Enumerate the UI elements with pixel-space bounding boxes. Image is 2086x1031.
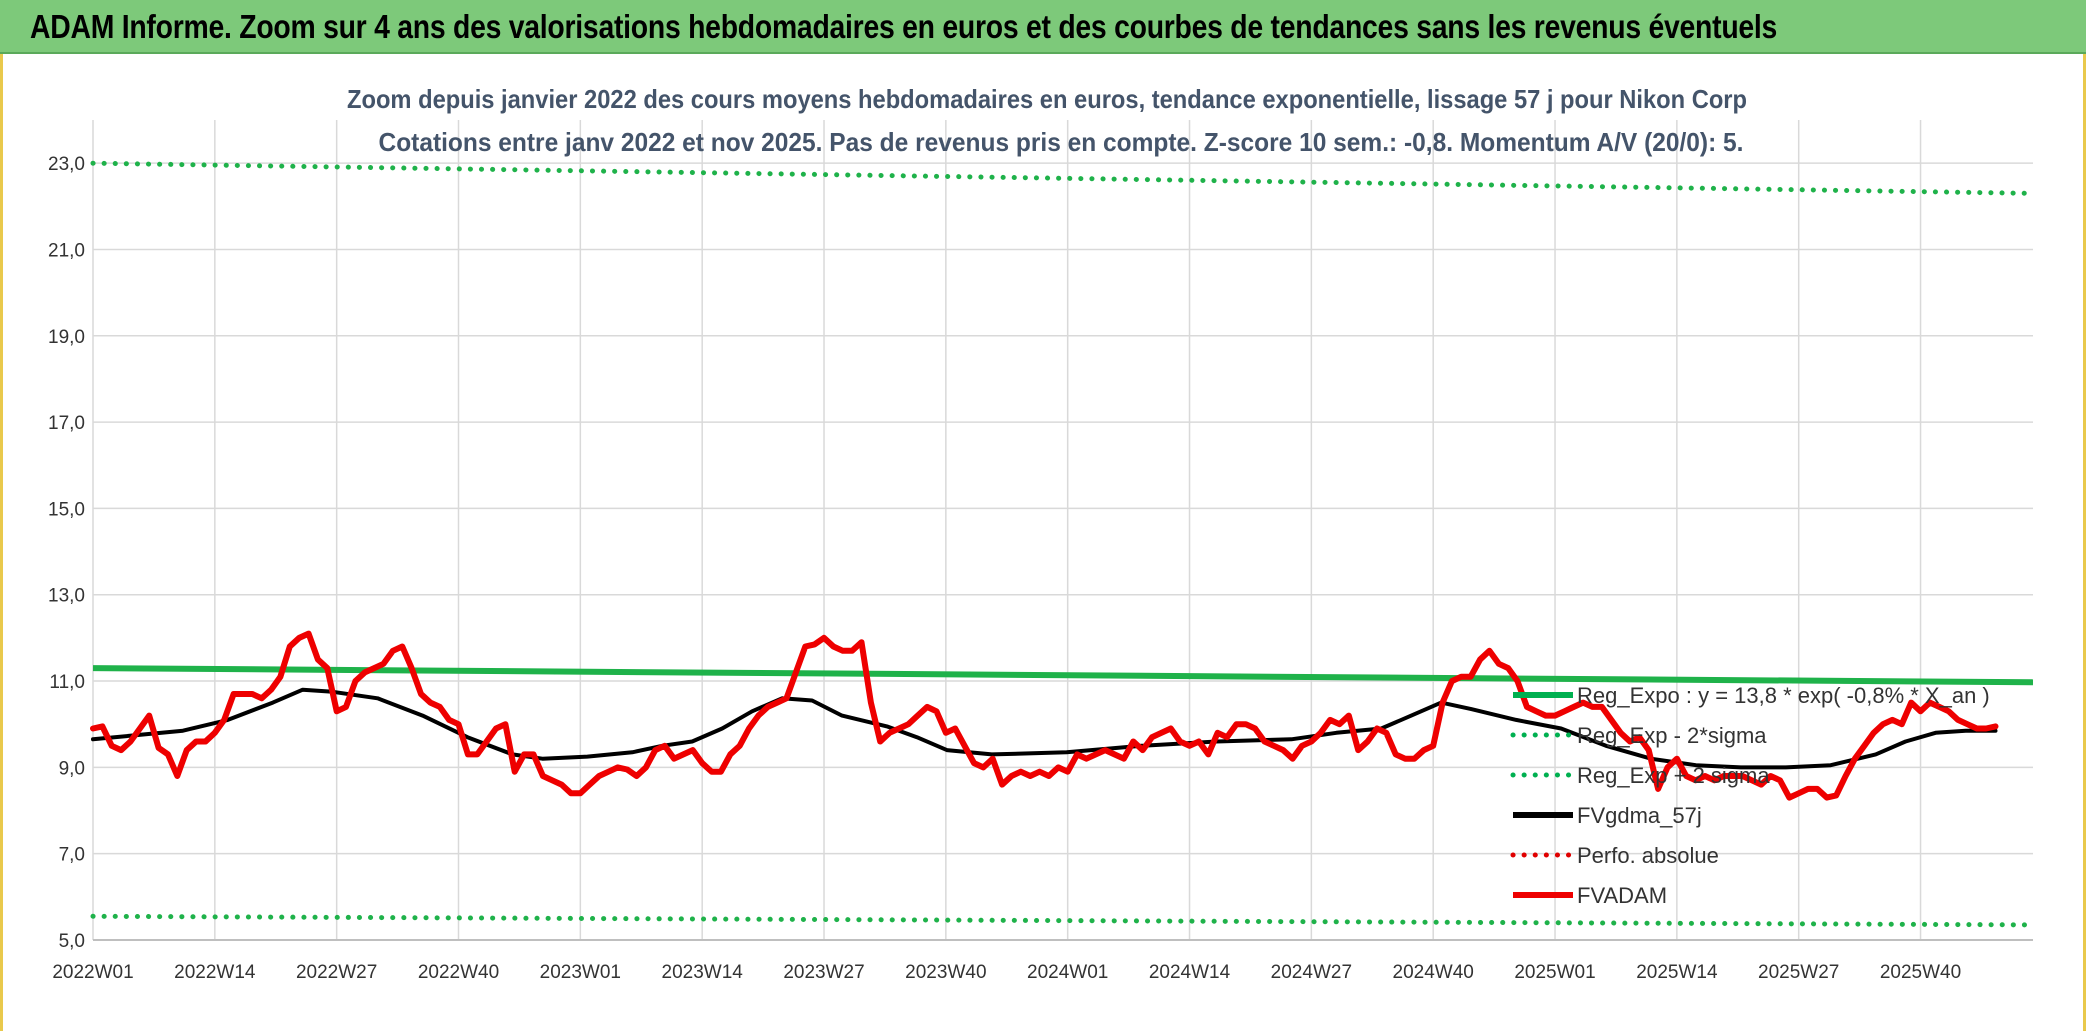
axis-labels: 5,0 7,0 9,0 11,0 13,0 15,0 17,0 19,0 21,0 23,0 202… <box>48 154 1961 983</box>
y-tick-label: 9,0 <box>59 758 85 779</box>
x-tick-label: 2025W40 <box>1880 962 1961 983</box>
series-line-fvadam <box>90 630 1999 801</box>
legend-label: FVgdma_57j <box>1577 803 1702 828</box>
x-tick-label: 2023W40 <box>905 962 986 983</box>
x-tick-label: 2022W27 <box>296 962 377 983</box>
chart-frame: Zoom depuis janvier 2022 des cours moyen… <box>0 54 2086 1031</box>
x-tick-label: 2025W27 <box>1758 962 1839 983</box>
grid <box>92 120 2033 941</box>
legend-label: Reg_Expo : y = 13,8 * exp( -0,8% * X_an … <box>1577 683 1990 708</box>
chart-title-line1: Zoom depuis janvier 2022 des cours moyen… <box>347 84 1747 114</box>
series-line-reg_plus_2sigma <box>90 160 2036 196</box>
chart-title-line2: Cotations entre janv 2022 et nov 2025. P… <box>379 127 1744 157</box>
y-tick-label: 7,0 <box>59 845 85 866</box>
y-tick-label: 19,0 <box>48 327 85 348</box>
x-tick-label: 2023W14 <box>662 962 744 983</box>
x-tick-label: 2022W01 <box>52 962 133 983</box>
y-tick-label: 13,0 <box>48 586 85 607</box>
x-tick-label: 2023W27 <box>783 962 864 983</box>
x-tick-label: 2024W01 <box>1027 962 1108 983</box>
x-tick-label: 2025W01 <box>1514 962 1595 983</box>
y-tick-label: 23,0 <box>48 154 85 175</box>
legend-label: FVADAM <box>1577 883 1667 908</box>
x-tick-label: 2022W14 <box>174 962 256 983</box>
y-tick-label: 11,0 <box>49 672 85 693</box>
x-tick-label: 2024W27 <box>1271 962 1352 983</box>
legend-label: Reg_Exp - 2*sigma <box>1577 723 1767 748</box>
report-banner: ADAM Informe. Zoom sur 4 ans des valoris… <box>0 0 2086 54</box>
x-tick-label: 2025W14 <box>1636 962 1718 983</box>
series-line-reg_minus_2sigma <box>90 913 2036 928</box>
legend: Reg_Expo : y = 13,8 * exp( -0,8% * X_an … <box>1510 683 1990 908</box>
x-tick-label: 2023W01 <box>540 962 621 983</box>
legend-label: Reg_Exp + 2 sigma <box>1577 763 1770 788</box>
x-tick-label: 2022W40 <box>418 962 499 983</box>
chart: Zoom depuis janvier 2022 des cours moyen… <box>48 84 2036 983</box>
y-tick-label: 5,0 <box>59 931 85 952</box>
series-line-reg_expo <box>92 665 2034 686</box>
series-line-fvgdma_57j <box>91 687 1998 770</box>
y-tick-label: 15,0 <box>48 499 85 520</box>
y-tick-label: 17,0 <box>48 413 85 434</box>
banner-title: ADAM Informe. Zoom sur 4 ans des valoris… <box>30 8 1778 45</box>
legend-label: Perfo. absolue <box>1577 843 1719 868</box>
x-tick-label: 2024W14 <box>1149 962 1231 983</box>
y-tick-label: 21,0 <box>48 240 85 261</box>
series <box>90 160 2036 928</box>
x-tick-label: 2024W40 <box>1393 962 1474 983</box>
